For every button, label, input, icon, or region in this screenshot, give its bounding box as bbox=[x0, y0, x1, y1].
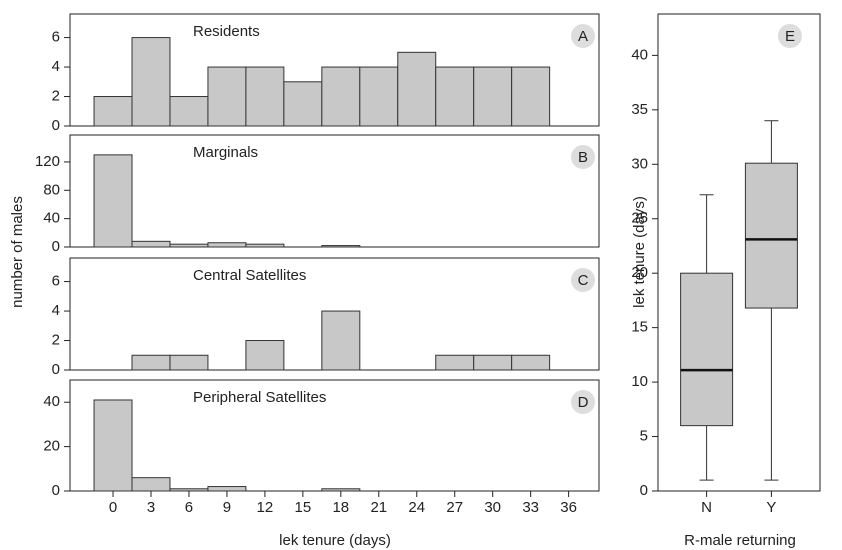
bar bbox=[435, 354, 475, 371]
bar bbox=[93, 399, 133, 492]
bar bbox=[473, 66, 513, 127]
x-axis-label: R-male returning bbox=[684, 532, 796, 549]
bar bbox=[283, 81, 323, 127]
bar bbox=[207, 66, 247, 127]
x-tick-label: 36 bbox=[560, 499, 577, 516]
bar bbox=[321, 310, 361, 371]
x-tick-label: 3 bbox=[147, 499, 155, 516]
box bbox=[744, 162, 798, 309]
bar bbox=[321, 488, 361, 492]
x-tick-label: 6 bbox=[185, 499, 193, 516]
panel-title: Residents bbox=[193, 23, 260, 40]
y-tick-label: 4 bbox=[52, 58, 60, 75]
x-tick-label: 27 bbox=[446, 499, 463, 516]
y-tick-label: 80 bbox=[43, 181, 60, 198]
bar bbox=[321, 245, 361, 248]
x-tick-label: 21 bbox=[370, 499, 387, 516]
bar bbox=[245, 340, 285, 371]
y-tick-label: 0 bbox=[52, 361, 60, 378]
panel-title: Marginals bbox=[193, 144, 258, 161]
x-tick-label: 18 bbox=[332, 499, 349, 516]
bar bbox=[169, 243, 209, 248]
bar bbox=[131, 37, 171, 127]
bar bbox=[207, 242, 247, 248]
x-tick-label: 30 bbox=[484, 499, 501, 516]
panel-badge bbox=[571, 390, 595, 414]
bar bbox=[359, 66, 399, 127]
bar bbox=[169, 488, 209, 492]
x-tick-label: 9 bbox=[223, 499, 231, 516]
bar bbox=[245, 243, 285, 248]
y-tick-label: 6 bbox=[52, 29, 60, 46]
bar bbox=[473, 354, 513, 371]
y-tick-label: 2 bbox=[52, 87, 60, 104]
panel-title: Peripheral Satellites bbox=[193, 389, 326, 406]
panel-letter: A bbox=[578, 28, 588, 45]
y-axis-label: number of males bbox=[9, 196, 26, 308]
bar bbox=[93, 154, 133, 248]
panel-letter: E bbox=[785, 28, 795, 45]
x-tick-label: 24 bbox=[408, 499, 425, 516]
y-tick-label: 20 bbox=[631, 264, 648, 281]
x-tick-label: 15 bbox=[295, 499, 312, 516]
y-tick-label: 4 bbox=[52, 302, 60, 319]
panel-badge bbox=[571, 145, 595, 169]
panel-badge bbox=[571, 268, 595, 292]
x-tick-label: N bbox=[701, 499, 712, 516]
bar bbox=[245, 66, 285, 127]
bar bbox=[321, 66, 361, 127]
plot-frame bbox=[69, 379, 600, 492]
y-tick-label: 2 bbox=[52, 331, 60, 348]
bar bbox=[207, 486, 247, 492]
plot-frame bbox=[657, 13, 821, 492]
y-tick-label: 10 bbox=[631, 373, 648, 390]
y-tick-label: 40 bbox=[43, 210, 60, 227]
panel-badge bbox=[778, 24, 802, 48]
y-tick-label: 0 bbox=[640, 482, 648, 499]
bar bbox=[435, 66, 475, 127]
x-tick-label: Y bbox=[766, 499, 776, 516]
x-axis-label: lek tenure (days) bbox=[279, 532, 391, 549]
panel-badge bbox=[571, 24, 595, 48]
y-tick-label: 5 bbox=[640, 428, 648, 445]
bar bbox=[169, 96, 209, 127]
x-tick-label: 33 bbox=[522, 499, 539, 516]
bar bbox=[169, 354, 209, 371]
bar bbox=[131, 477, 171, 492]
y-tick-label: 0 bbox=[52, 482, 60, 499]
bar bbox=[511, 354, 551, 371]
y-tick-label: 25 bbox=[631, 210, 648, 227]
bar bbox=[131, 354, 171, 371]
bar bbox=[93, 96, 133, 127]
panel-letter: C bbox=[578, 272, 589, 289]
panel-title: Central Satellites bbox=[193, 267, 306, 284]
plot-frame bbox=[69, 134, 600, 248]
y-tick-label: 0 bbox=[52, 238, 60, 255]
bar bbox=[511, 66, 551, 127]
y-tick-label: 35 bbox=[631, 101, 648, 118]
y-tick-label: 20 bbox=[43, 438, 60, 455]
y-tick-label: 0 bbox=[52, 117, 60, 134]
bar bbox=[131, 240, 171, 248]
x-tick-label: 0 bbox=[109, 499, 117, 516]
panel-letter: B bbox=[578, 149, 588, 166]
y-tick-label: 6 bbox=[52, 273, 60, 290]
x-tick-label: 12 bbox=[257, 499, 274, 516]
y-axis-label: lek tenure (days) bbox=[631, 196, 648, 308]
box bbox=[680, 272, 734, 427]
y-tick-label: 15 bbox=[631, 319, 648, 336]
y-tick-label: 120 bbox=[35, 153, 60, 170]
y-tick-label: 40 bbox=[631, 46, 648, 63]
panel-letter: D bbox=[578, 394, 589, 411]
bar bbox=[397, 51, 437, 127]
y-tick-label: 30 bbox=[631, 155, 648, 172]
y-tick-label: 40 bbox=[43, 393, 60, 410]
